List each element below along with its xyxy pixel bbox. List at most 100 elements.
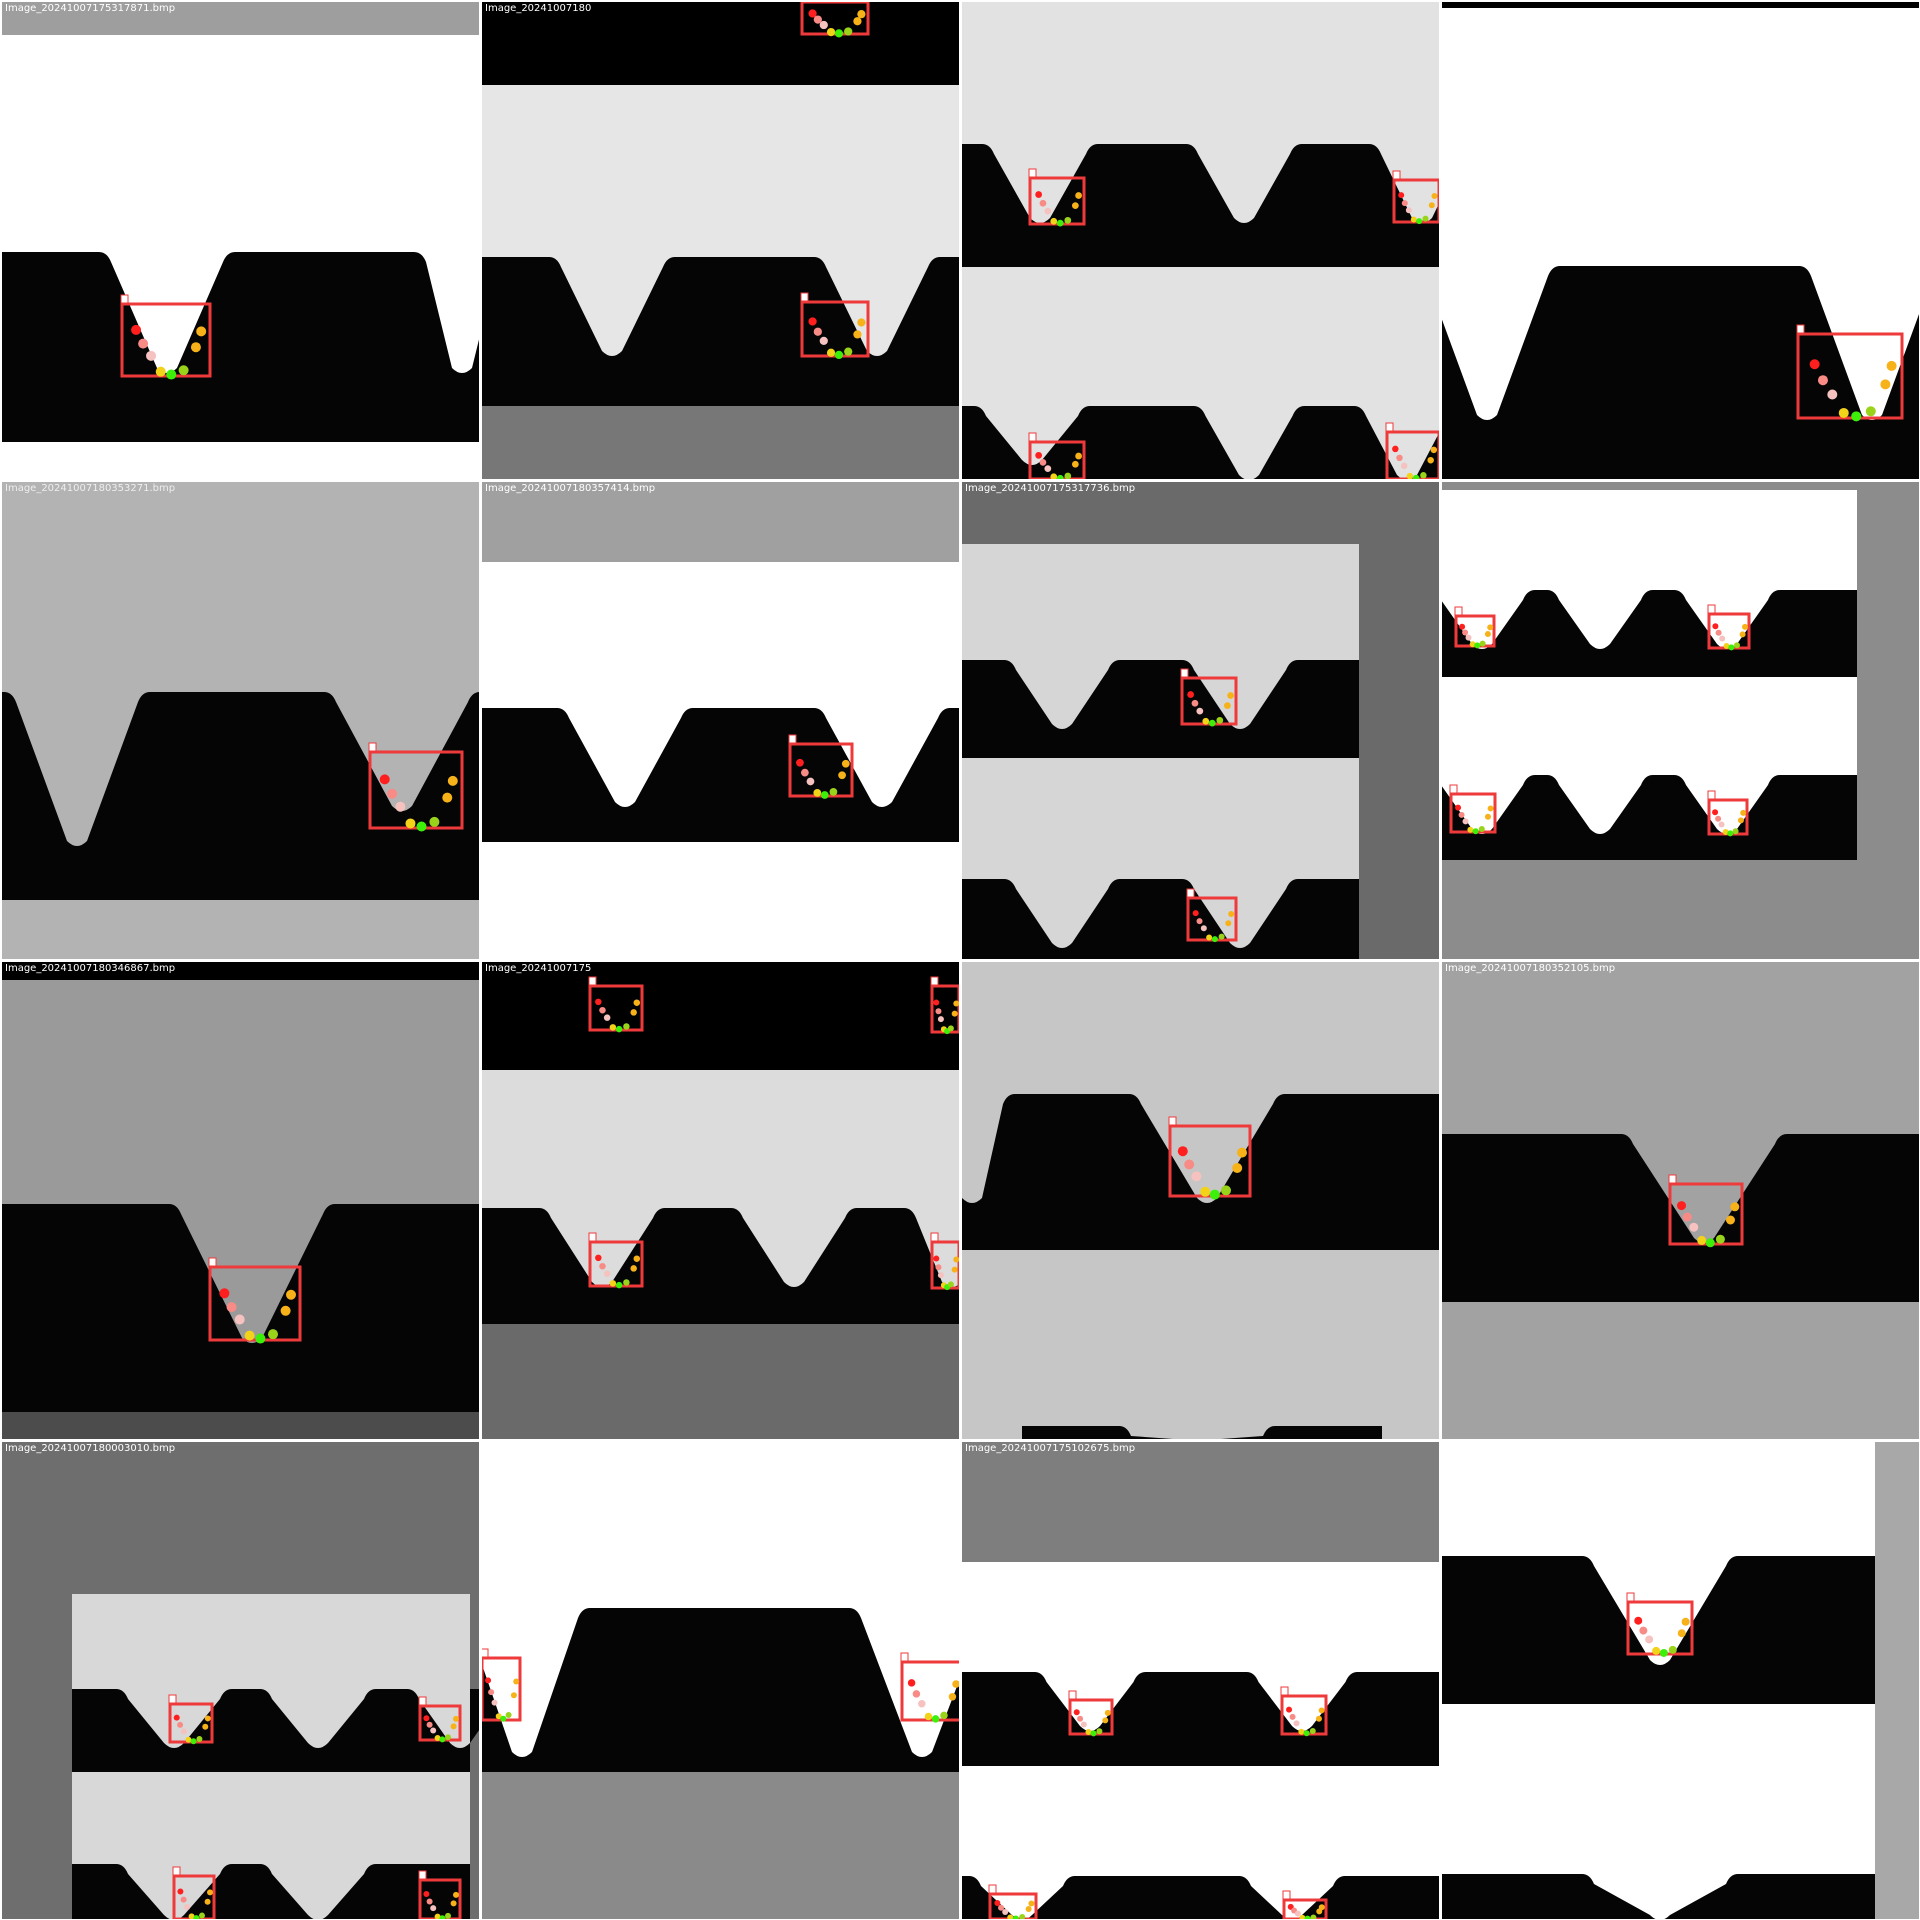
keypoint-dot: [196, 326, 207, 337]
image-region: [482, 406, 959, 479]
keypoint-dot: [623, 1279, 630, 1286]
keypoint-dot: [806, 777, 815, 786]
image-region: [2, 962, 479, 980]
keypoint-dot: [1406, 472, 1414, 479]
keypoint-dot: [1077, 1715, 1084, 1722]
image-filename-label: Image_20241007175317736.bmp: [965, 483, 1136, 494]
keypoint-dot: [1191, 699, 1199, 707]
detection-box: [172, 1874, 216, 1919]
gear-tooth-detection-image: [482, 962, 959, 1439]
keypoint-dot: [1431, 192, 1438, 199]
keypoint-dot: [1467, 826, 1474, 833]
gear-teeth: [1442, 775, 1857, 860]
image-filename-label: Image_20241007175317871.bmp: [5, 3, 176, 14]
keypoint-dot: [1025, 1906, 1032, 1912]
class-tag: [1796, 324, 1805, 334]
keypoint-dot: [1187, 691, 1195, 698]
keypoint-dot: [199, 1912, 205, 1919]
keypoint-dot: [1728, 644, 1735, 651]
keypoint-dot: [1455, 804, 1462, 811]
keypoint-dot: [1225, 920, 1232, 927]
keypoint-dot: [1056, 474, 1064, 479]
keypoint-dot: [1075, 452, 1082, 460]
keypoint-dot: [430, 1905, 437, 1912]
image-region: [482, 1324, 959, 1439]
keypoint-dot: [609, 1024, 617, 1031]
class-tag: [900, 1652, 909, 1662]
keypoint-dot: [423, 1715, 430, 1722]
keypoint-dot: [623, 1023, 630, 1030]
keypoint-dot: [1677, 1201, 1687, 1211]
class-tag: [172, 1866, 181, 1876]
gear-teeth: [72, 1864, 470, 1919]
image-tile: Image_20241007180353271.bmp: [2, 482, 479, 959]
keypoint-dot: [1002, 1909, 1009, 1915]
keypoint-dot: [819, 336, 828, 346]
image-tile: Image_20241007175: [482, 962, 959, 1439]
detection-box: [120, 302, 212, 378]
image-region: [2, 1412, 479, 1439]
keypoint-dot: [1712, 809, 1719, 816]
keypoint-dot: [1007, 1914, 1014, 1919]
gear-teeth: [962, 406, 1439, 479]
detection-box: [1385, 430, 1439, 479]
keypoint-dot: [1019, 1914, 1026, 1919]
keypoint-dot: [1096, 1728, 1103, 1735]
keypoint-dot: [1028, 1900, 1035, 1907]
keypoint-dot: [1462, 818, 1469, 825]
gear-tooth-detection-image: [482, 1442, 959, 1919]
keypoint-dot: [1216, 716, 1224, 724]
keypoint-dot: [952, 1680, 959, 1688]
keypoint-dot: [453, 1715, 459, 1722]
class-tag: [1280, 1686, 1289, 1696]
keypoint-dot: [1392, 445, 1399, 453]
class-tag: [1454, 606, 1463, 616]
keypoint-dot: [1715, 1234, 1725, 1244]
keypoint-dot: [609, 1280, 617, 1287]
detection-box: [1028, 440, 1086, 479]
keypoint-dot: [395, 801, 406, 812]
keypoint-dot: [1732, 828, 1739, 835]
keypoint-dot: [510, 1692, 517, 1699]
gear-tooth-detection-image: [2, 482, 479, 959]
class-tag: [800, 292, 809, 302]
keypoint-dot: [1652, 1646, 1661, 1655]
keypoint-dot: [599, 1262, 606, 1270]
keypoint-dot: [196, 1735, 203, 1742]
keypoint-dot: [857, 10, 866, 19]
keypoint-dot: [180, 1896, 187, 1903]
keypoint-dot: [439, 1736, 446, 1743]
gear-tooth-detection-image: [482, 2, 959, 479]
detection-box: [368, 750, 464, 830]
keypoint-dot: [1318, 1904, 1325, 1911]
keypoint-dot: [505, 1712, 512, 1719]
keypoint-dot: [1742, 623, 1748, 630]
image-tile: Image_20241007180: [482, 2, 959, 479]
image-tile: [962, 962, 1439, 1439]
image-filename-label: Image_20241007180353271.bmp: [5, 483, 176, 494]
keypoint-dot: [1396, 454, 1403, 462]
keypoint-dot: [430, 1727, 437, 1734]
keypoint-dot: [1035, 451, 1043, 459]
keypoint-dot: [1886, 360, 1897, 371]
keypoint-dot: [1459, 623, 1466, 630]
gear-tooth-detection-image: [482, 482, 959, 959]
keypoint-dot: [1232, 1163, 1243, 1173]
keypoint-dot: [204, 1715, 211, 1722]
gear-tooth-detection-image: [1442, 482, 1919, 959]
keypoint-dot: [379, 774, 390, 785]
keypoint-dot: [268, 1329, 278, 1340]
keypoint-dot: [1208, 719, 1216, 727]
class-tag: [1028, 432, 1037, 442]
class-tag: [1385, 422, 1394, 432]
keypoint-dot: [633, 999, 641, 1006]
image-region: [482, 2, 959, 85]
gear-tooth-detection-image: [1442, 1442, 1919, 1919]
keypoint-dot: [1050, 473, 1058, 479]
keypoint-dot: [1090, 1730, 1097, 1737]
keypoint-dot: [1304, 1915, 1311, 1919]
gear-teeth: [2, 252, 479, 442]
keypoint-dot: [844, 27, 853, 36]
keypoint-dot: [853, 330, 862, 339]
class-tag: [1626, 1592, 1635, 1602]
